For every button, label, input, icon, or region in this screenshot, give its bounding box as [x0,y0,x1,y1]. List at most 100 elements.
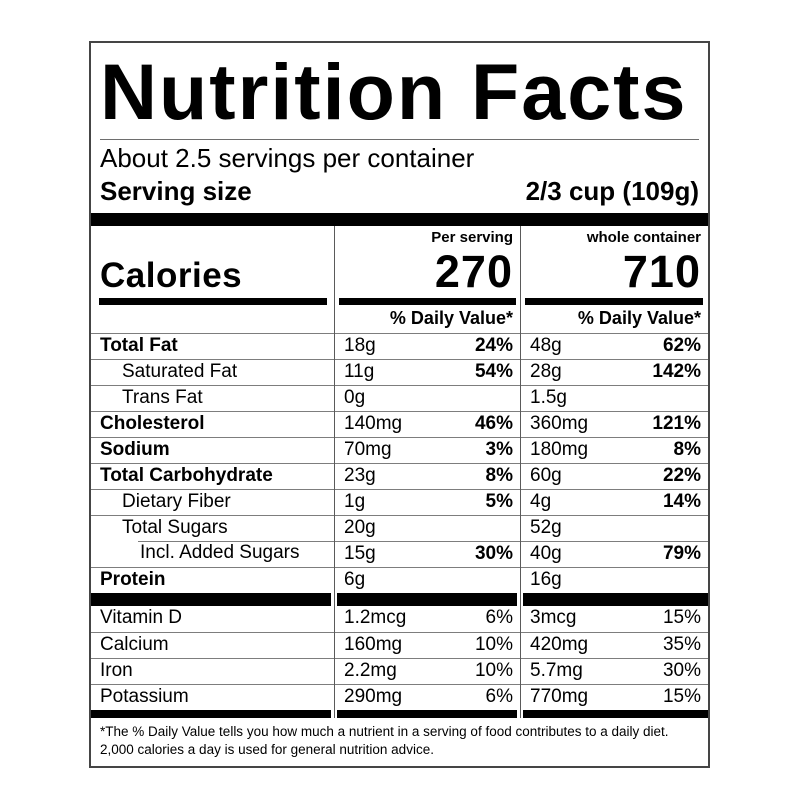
thick-bar-bottom [91,710,708,718]
label-title: Nutrition Facts [100,47,688,136]
footnote: *The % Daily Value tells you how much a … [100,724,669,757]
nutrient-amount-whole-container: 770mg [530,686,589,707]
nutrient-dv-whole-container: 22% [662,465,701,486]
calories-per-serving: 270 [434,246,513,297]
nutrient-name: Trans Fat [122,387,203,408]
daily-value-header-per-serving: % Daily Value* [389,308,513,328]
nutrient-amount-whole-container: 48g [530,335,562,356]
nutrient-dv-per-serving: 5% [485,491,513,512]
nutrient-row: Protein 6g 16g [91,567,708,593]
header-divider [100,139,699,140]
daily-value-header-whole-container: % Daily Value* [577,308,701,328]
nutrient-amount-per-serving: 140mg [344,413,403,434]
nutrient-dv-whole-container: 15% [662,686,701,707]
nutrient-amount-whole-container: 3mcg [530,607,577,628]
nutrient-name: Total Sugars [122,517,228,538]
nutrient-amount-per-serving: 11g [344,361,375,382]
nutrient-amount-whole-container: 28g [530,361,562,382]
nutrient-dv-whole-container: 62% [662,335,701,356]
nutrient-dv-per-serving: 6% [485,686,513,707]
nutrient-row: Cholesterol 140mg 46% 360mg 121% [91,411,708,437]
column-divider-1 [334,226,335,718]
nutrient-name: Calcium [100,634,169,655]
nutrient-row: Calcium 160mg 10% 420mg 35% [91,632,708,658]
nutrition-label: Nutrition Facts About 2.5 servings per c… [89,41,710,768]
label-main: Calories Per serving 270 whole container… [91,226,708,718]
calories-underline [339,298,516,305]
calories-whole-container: 710 [622,246,701,297]
nutrient-dv-per-serving: 10% [474,634,513,655]
calories-label: Calories [100,256,243,295]
nutrient-dv-whole-container: 142% [652,361,701,382]
whole-container-header: whole container [586,229,701,246]
nutrient-row: Total Carbohydrate 23g 8% 60g 22% [91,463,708,489]
nutrient-row: Total Sugars 20g 52g [91,515,708,541]
nutrient-name: Saturated Fat [122,361,238,382]
nutrient-dv-whole-container: 14% [662,491,701,512]
nutrient-name: Total Carbohydrate [100,465,273,486]
nutrient-dv-per-serving: 24% [474,335,513,356]
nutrient-amount-per-serving: 290mg [344,686,403,707]
nutrient-name: Protein [100,569,166,590]
nutrient-amount-whole-container: 4g [530,491,552,512]
serving-size-row: Serving size 2/3 cup (109g) [100,175,699,213]
column-divider-2 [520,226,521,718]
nutrient-row: Trans Fat 0g 1.5g [91,385,708,411]
nutrient-dv-per-serving: 46% [474,413,513,434]
nutrient-amount-per-serving: 1g [344,491,366,512]
servings-per-container: About 2.5 servings per container [100,143,475,173]
nutrient-row: Sodium 70mg 3% 180mg 8% [91,437,708,463]
nutrient-name: Dietary Fiber [122,491,231,512]
calories-underline [525,298,703,305]
nutrient-amount-per-serving: 15g [344,543,376,564]
daily-value-header-row: % Daily Value* % Daily Value* [91,305,708,333]
serving-size-value: 2/3 cup (109g) [525,176,699,206]
nutrient-dv-whole-container: 8% [673,439,701,460]
nutrient-amount-per-serving: 0g [344,387,366,408]
nutrient-amount-whole-container: 60g [530,465,562,486]
nutrient-dv-whole-container: 79% [662,543,701,564]
nutrient-amount-whole-container: 1.5g [530,387,567,408]
nutrient-name: Potassium [100,686,189,707]
nutrient-amount-whole-container: 40g [530,543,562,564]
nutrient-row: Potassium 290mg 6% 770mg 15% [91,684,708,710]
nutrient-dv-whole-container: 35% [662,634,701,655]
nutrient-amount-whole-container: 52g [530,517,562,538]
micronutrient-rows: Vitamin D 1.2mcg 6% 3mcg 15% Calcium 160… [91,606,708,710]
nutrient-amount-whole-container: 16g [530,569,562,590]
nutrient-dv-per-serving: 30% [474,543,513,564]
nutrient-amount-whole-container: 5.7mg [530,660,583,681]
nutrient-row: Iron 2.2mg 10% 5.7mg 30% [91,658,708,684]
nutrient-row: Vitamin D 1.2mcg 6% 3mcg 15% [91,606,708,632]
nutrient-amount-per-serving: 160mg [344,634,403,655]
calories-underline [99,298,327,305]
per-serving-header: Per serving [431,229,513,246]
nutrient-amount-per-serving: 1.2mcg [344,607,407,628]
serving-size-label: Serving size [100,176,252,206]
nutrient-dv-per-serving: 3% [485,439,513,460]
nutrient-name: Total Fat [100,335,178,356]
nutrient-amount-per-serving: 23g [344,465,376,486]
nutrient-amount-per-serving: 6g [344,569,366,590]
nutrient-amount-whole-container: 420mg [530,634,589,655]
nutrient-row: Incl. Added Sugars 15g 30% 40g 79% [91,541,708,567]
nutrient-row: Total Fat 18g 24% 48g 62% [91,333,708,359]
macronutrient-rows: Total Fat 18g 24% 48g 62% Saturated Fat … [91,333,708,593]
nutrient-row: Dietary Fiber 1g 5% 4g 14% [91,489,708,515]
nutrient-dv-whole-container: 121% [652,413,701,434]
nutrient-dv-whole-container: 30% [662,660,701,681]
label-header: Nutrition Facts About 2.5 servings per c… [91,43,708,213]
nutrient-name: Iron [100,660,133,681]
thick-bar-top [91,213,708,226]
nutrient-amount-whole-container: 180mg [530,439,589,460]
nutrient-amount-per-serving: 20g [344,517,376,538]
nutrient-name: Sodium [100,439,170,460]
nutrient-amount-per-serving: 70mg [344,439,392,460]
nutrient-dv-per-serving: 10% [474,660,513,681]
nutrient-name: Vitamin D [100,607,183,628]
nutrient-name: Cholesterol [100,413,205,434]
nutrient-dv-per-serving: 8% [485,465,513,486]
nutrient-dv-per-serving: 6% [485,607,513,628]
calories-row: Calories Per serving 270 whole container… [91,226,708,305]
